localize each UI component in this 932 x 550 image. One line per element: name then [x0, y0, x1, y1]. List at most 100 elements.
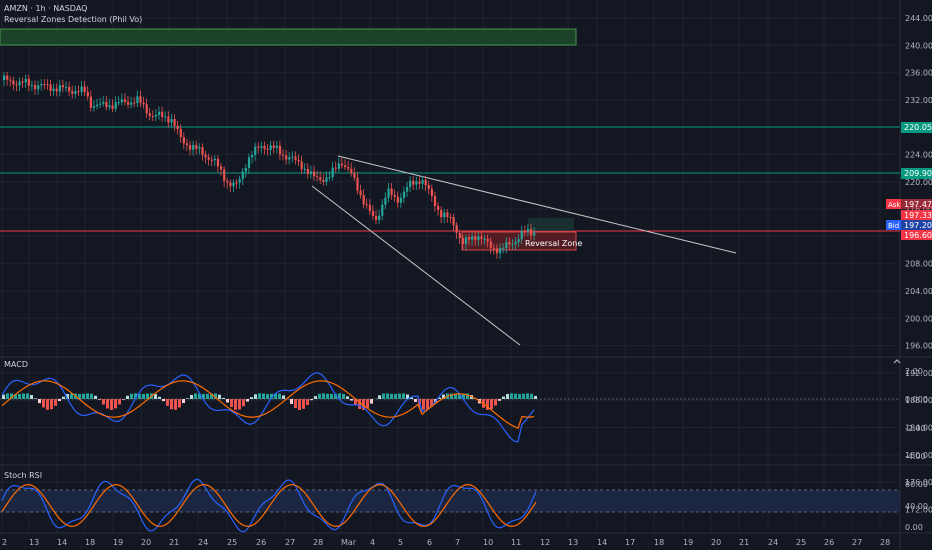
macd-bar [14, 393, 17, 399]
candle-body [495, 248, 499, 254]
macd-bar [38, 399, 41, 404]
candle-body [511, 244, 514, 246]
macd-bar [518, 393, 521, 399]
candle-body [502, 247, 505, 249]
time-tick: 18 [654, 538, 664, 547]
time-tick: Mar [341, 538, 357, 547]
macd-bar [2, 394, 5, 399]
candle-body [480, 236, 483, 239]
reversal-zone-upper[interactable] [0, 28, 577, 46]
price-tick: 220.00 [905, 178, 932, 187]
bid-value: 197.20 [904, 221, 932, 230]
macd-bar [402, 393, 405, 399]
candle-body [393, 194, 396, 197]
candle-body [477, 236, 480, 240]
candle-body [365, 204, 368, 206]
candle-body [325, 177, 328, 182]
candle-body [427, 185, 430, 189]
chevron-up-icon[interactable] [893, 359, 901, 364]
candle-body [461, 238, 464, 244]
last-price-value: 197.33 [904, 211, 932, 220]
candle-body [220, 166, 223, 170]
candle-body [210, 159, 213, 161]
macd-bar [406, 394, 409, 399]
macd-bar [46, 399, 49, 410]
candle-body [316, 176, 319, 178]
time-tick: 26 [824, 538, 834, 547]
candle-body [471, 236, 474, 240]
price-line-value: 196.60 [904, 231, 932, 240]
macd-bar [438, 397, 441, 399]
macd-bar [302, 399, 305, 409]
macd-bar [502, 396, 505, 399]
price-tick: 176.00 [905, 478, 932, 487]
macd-bar [30, 394, 33, 399]
candle-body [182, 137, 185, 144]
ask-value-badge [901, 199, 932, 209]
indicator-title[interactable]: Reversal Zones Detection (Phil Vo) [4, 15, 142, 24]
stoch-title[interactable]: Stoch RSI [4, 471, 42, 480]
macd-bar [26, 393, 29, 399]
macd-bar [370, 399, 373, 404]
trendline-lower[interactable] [311, 185, 521, 346]
candle-body [309, 171, 313, 174]
price-axis[interactable]: 244.00240.00236.00232.00228.00224.00220.… [905, 14, 932, 514]
macd-bar [110, 399, 113, 410]
macd-bar [206, 393, 209, 399]
macd-bar [250, 397, 253, 399]
macd-bar [10, 393, 13, 399]
trendline-upper[interactable] [337, 155, 737, 254]
time-tick: 27 [285, 538, 295, 547]
candle-body [378, 215, 381, 220]
macd-bar [378, 395, 381, 399]
macd-bar [178, 399, 181, 408]
candle-body [34, 85, 37, 90]
macd-bar [258, 393, 261, 399]
time-tick: 4 [370, 538, 375, 547]
candle-body [291, 156, 294, 158]
macd-bar [78, 393, 81, 399]
candle-body [226, 180, 229, 183]
candle-body [130, 102, 133, 105]
price-line-badge [901, 230, 932, 240]
candle-body [508, 242, 511, 245]
symbol-title[interactable]: AMZN · 1h · NASDAQ [4, 4, 87, 13]
candlestick-series[interactable] [3, 72, 536, 259]
candle-body [96, 104, 99, 107]
candle-body [235, 182, 238, 184]
candle-body [213, 158, 216, 161]
candle-body [254, 146, 257, 155]
candle-body [396, 196, 399, 203]
time-tick: 24 [198, 538, 208, 547]
price-tick: 244.00 [905, 14, 932, 23]
stoch-axis: 80.00 40.00 0.00 [905, 480, 928, 532]
candle-body [530, 228, 533, 236]
macd-bar [490, 399, 493, 410]
macd-bar [366, 399, 369, 408]
candle-body [83, 86, 86, 92]
candle-body [285, 155, 288, 160]
candle-body [229, 182, 232, 187]
macd-bar [226, 399, 229, 403]
candle-body [80, 86, 83, 92]
macd-title[interactable]: MACD [4, 360, 28, 369]
candle-body [275, 145, 278, 148]
candle-body [344, 165, 347, 168]
candle-body [164, 116, 167, 118]
candle-body [30, 85, 34, 87]
candle-body [499, 247, 502, 254]
candle-body [517, 239, 520, 242]
price-tick: 236.00 [905, 69, 932, 78]
candle-body [492, 247, 495, 249]
macd-bar [342, 393, 345, 399]
macd-bar [410, 397, 413, 399]
candle-body [399, 197, 402, 203]
candle-body [334, 167, 337, 169]
time-axis[interactable]: 2 13 14 18 19 20 21 24 25 26 27 28 Mar 4 5 6 7 10 11 12 13 14… [2, 538, 890, 547]
candle-body [350, 168, 353, 174]
candle-body [65, 87, 68, 89]
macd-bar [530, 393, 533, 399]
macd-bar [62, 396, 65, 399]
